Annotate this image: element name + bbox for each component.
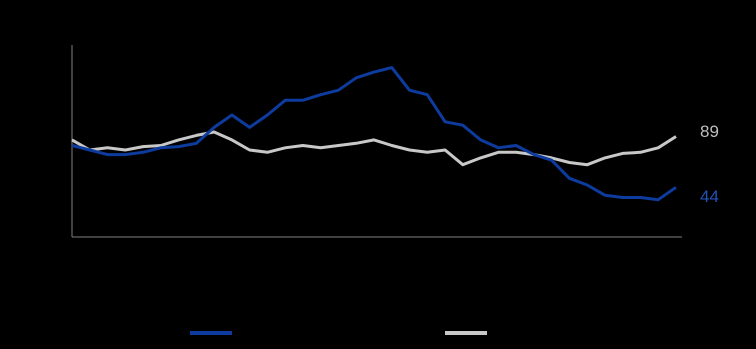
end-label: 44 bbox=[700, 187, 719, 206]
series-line bbox=[71, 66, 677, 202]
end-label: 89 bbox=[700, 122, 719, 141]
series-line bbox=[71, 130, 677, 167]
